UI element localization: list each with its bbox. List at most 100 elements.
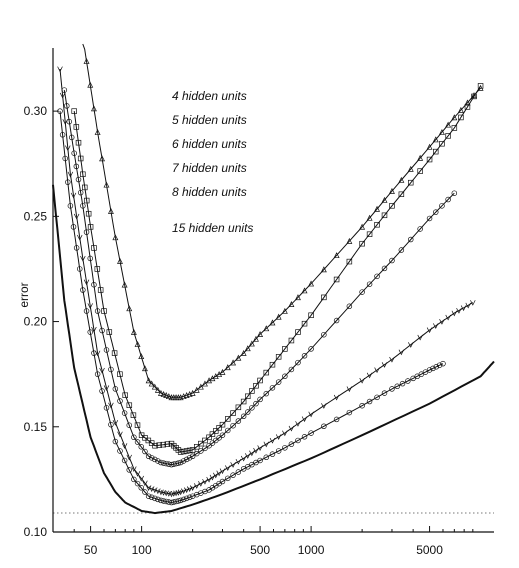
data-point (180, 496, 187, 503)
series-group (52, 43, 495, 515)
data-point (308, 346, 314, 352)
data-point (70, 224, 77, 230)
data-point (101, 308, 107, 314)
data-point (83, 308, 90, 314)
data-point (156, 442, 162, 448)
data-point (183, 456, 190, 463)
data-point (160, 441, 167, 448)
data-point (451, 125, 458, 131)
data-point (407, 165, 414, 172)
data-point (216, 470, 222, 477)
data-point (263, 441, 269, 448)
data-point (163, 392, 170, 398)
data-point (458, 114, 464, 121)
data-point (165, 393, 172, 400)
data-point (186, 447, 193, 454)
data-point (77, 189, 84, 196)
data-point (70, 192, 77, 199)
data-point (308, 280, 315, 287)
data-point (389, 257, 395, 264)
data-point (321, 331, 327, 338)
data-point (230, 410, 236, 416)
data-point (426, 156, 433, 163)
data-point (158, 489, 164, 496)
data-point (445, 133, 451, 139)
data-point (75, 176, 82, 183)
data-point (230, 422, 236, 429)
series-2 (71, 83, 484, 455)
data-point (282, 373, 288, 380)
data-point (112, 386, 119, 392)
data-point (87, 329, 93, 335)
data-point (108, 421, 114, 428)
data-point (253, 335, 259, 342)
data-point (374, 222, 380, 228)
x-tick-label: 500 (250, 543, 270, 557)
data-point (175, 498, 182, 504)
data-point (213, 437, 219, 444)
series-line (73, 85, 482, 453)
data-point (282, 346, 288, 352)
data-point (257, 396, 263, 403)
data-point (163, 490, 169, 497)
data-point (333, 276, 340, 283)
data-point (245, 393, 251, 400)
data-point (91, 245, 97, 251)
data-point (426, 327, 433, 334)
data-point (333, 416, 340, 423)
data-point (366, 398, 373, 405)
data-point (288, 301, 295, 307)
data-point (366, 372, 373, 379)
data-point (240, 455, 247, 462)
data-point (381, 362, 388, 368)
data-point (107, 207, 114, 214)
data-point (164, 441, 171, 447)
data-point (103, 347, 110, 353)
data-point (374, 205, 381, 212)
data-point (91, 281, 97, 288)
data-point (202, 437, 208, 444)
data-point (269, 385, 276, 391)
data-point (99, 327, 105, 334)
data-point (138, 475, 144, 482)
data-point (417, 226, 423, 232)
data-point (288, 425, 295, 432)
data-point (201, 380, 208, 387)
data-point (245, 409, 251, 415)
data-point (470, 300, 476, 306)
data-point (163, 460, 169, 467)
data-point (389, 356, 395, 363)
data-point (381, 390, 388, 396)
data-point (171, 491, 177, 497)
data-point (366, 214, 373, 221)
data-point (225, 427, 231, 434)
data-point (138, 444, 144, 450)
data-point (263, 454, 270, 461)
data-point (94, 308, 101, 314)
data-point (399, 380, 406, 387)
data-point (282, 445, 288, 451)
data-point (94, 266, 101, 272)
y-tick-label: 0.15 (24, 420, 48, 434)
data-point (142, 448, 148, 455)
data-point (235, 469, 242, 475)
data-point (112, 420, 119, 426)
data-point (216, 435, 222, 441)
data-point (62, 119, 68, 125)
data-point (209, 431, 216, 437)
data-point (131, 434, 137, 441)
data-point (126, 454, 132, 461)
data-point (99, 388, 105, 394)
data-point (152, 495, 158, 502)
data-point (87, 255, 93, 262)
data-point (73, 213, 80, 220)
data-point (281, 307, 288, 314)
data-point (275, 354, 282, 360)
data-point (206, 442, 212, 449)
data-point (117, 371, 123, 377)
data-point (112, 234, 119, 241)
data-point (438, 128, 445, 135)
data-point (381, 265, 388, 272)
data-point (275, 379, 282, 385)
data-point (359, 240, 365, 247)
